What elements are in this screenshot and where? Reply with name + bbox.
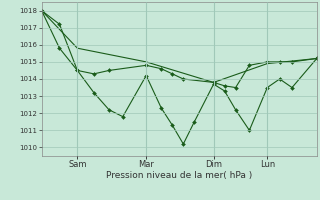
X-axis label: Pression niveau de la mer( hPa ): Pression niveau de la mer( hPa ): [106, 171, 252, 180]
